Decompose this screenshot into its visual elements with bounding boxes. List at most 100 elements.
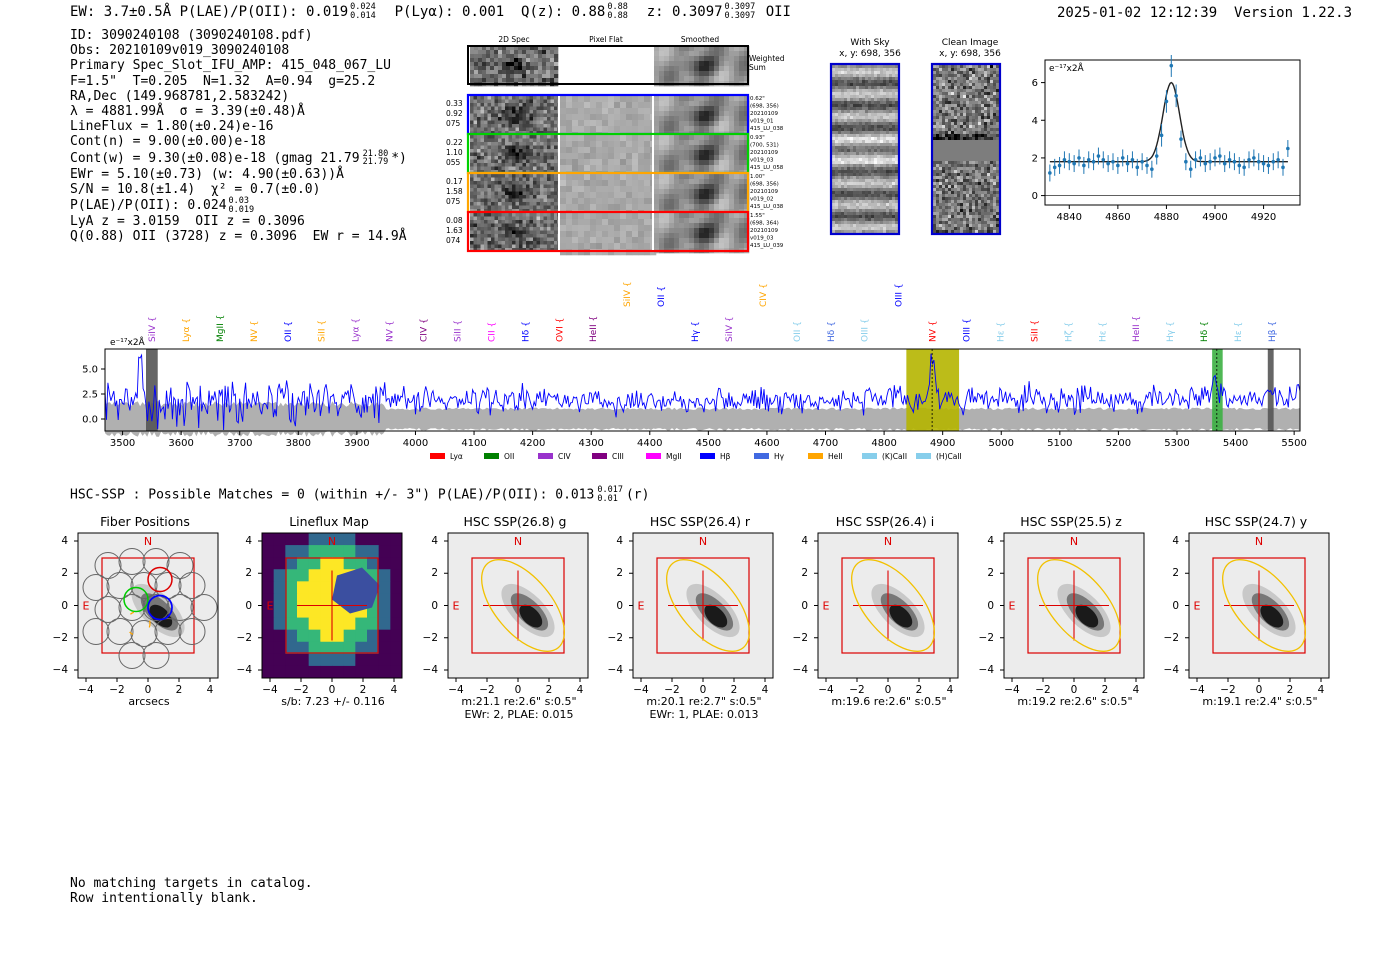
- pixel: [709, 126, 715, 132]
- pixel: [689, 121, 695, 127]
- pixel: [494, 54, 499, 59]
- pixel: [945, 170, 949, 174]
- pixel: [530, 46, 535, 51]
- pixel: [844, 176, 848, 180]
- pixel: [491, 177, 495, 182]
- pixel: [704, 56, 710, 62]
- pixel: [841, 140, 845, 144]
- pixel: [880, 221, 884, 225]
- pixel: [744, 160, 750, 166]
- pixel: [491, 195, 495, 199]
- pixel: [850, 104, 854, 108]
- pixel: [993, 80, 997, 84]
- pixel: [487, 149, 492, 153]
- pixel: [659, 116, 665, 122]
- pixel: [877, 77, 881, 81]
- pixel: [844, 218, 848, 222]
- pixel: [572, 243, 579, 250]
- pixel: [505, 170, 509, 174]
- pixel: [942, 68, 946, 72]
- pixel: [491, 166, 495, 171]
- pixel: [936, 176, 940, 180]
- pixel: [978, 68, 982, 72]
- pixel: [498, 223, 502, 228]
- pixel: [519, 135, 523, 139]
- pixel: [669, 233, 675, 239]
- pixel: [859, 95, 863, 99]
- pixel: [679, 66, 685, 72]
- pixel: [862, 119, 866, 123]
- pixel: [505, 230, 509, 235]
- pixel: [954, 140, 958, 144]
- pixel: [533, 96, 537, 100]
- pixel: [862, 71, 866, 75]
- pixel: [987, 71, 991, 75]
- pixel: [704, 204, 710, 210]
- pixel: [942, 164, 946, 168]
- pixel: [880, 176, 884, 180]
- pixel: [832, 218, 836, 222]
- pixel: [939, 194, 943, 198]
- pixel: [554, 74, 559, 79]
- row-flat: [560, 174, 657, 217]
- pixel: [868, 134, 872, 138]
- pixel: [975, 155, 979, 159]
- pixel: [498, 113, 502, 118]
- pixel: [547, 184, 551, 189]
- pixel: [832, 179, 836, 183]
- pixel: [547, 230, 551, 235]
- pixel: [939, 140, 943, 144]
- pixel: [614, 174, 621, 181]
- pixel: [972, 155, 976, 159]
- pixel: [512, 103, 516, 107]
- pixel: [856, 170, 860, 174]
- pixel: [626, 141, 633, 148]
- pixel: [530, 54, 535, 59]
- pixel: [484, 230, 488, 235]
- pixel: [664, 76, 670, 82]
- pixel: [734, 160, 740, 166]
- pixel: [473, 177, 478, 182]
- pixel: [734, 155, 740, 161]
- pixel: [540, 124, 544, 128]
- pixel: [984, 203, 988, 207]
- pixel: [865, 152, 869, 156]
- pixel: [739, 46, 745, 52]
- pixel: [889, 119, 893, 123]
- pixel: [933, 167, 937, 171]
- pixel: [487, 195, 492, 199]
- pixel: [945, 203, 949, 207]
- pixel: [644, 249, 651, 256]
- pixel: [554, 159, 558, 164]
- pixel: [473, 145, 478, 150]
- pixel: [664, 189, 670, 195]
- pixel: [487, 127, 492, 132]
- pixel: [838, 221, 842, 225]
- pixel: [838, 215, 842, 219]
- pixel: [498, 216, 502, 221]
- pixel: [534, 74, 539, 79]
- pixel: [942, 176, 946, 180]
- pixel: [880, 110, 884, 114]
- pixel: [868, 122, 872, 126]
- pixel: [957, 98, 961, 102]
- pixel: [880, 122, 884, 126]
- pixel: [933, 188, 937, 192]
- pixel: [719, 223, 725, 229]
- pixel: [874, 158, 878, 162]
- pixel: [729, 194, 735, 200]
- pixel: [505, 163, 509, 167]
- pixel: [853, 209, 857, 213]
- pixel: [856, 107, 860, 111]
- pixel: [957, 185, 961, 189]
- pixel: [877, 203, 881, 207]
- pixel: [547, 234, 551, 238]
- pixel: [966, 122, 970, 126]
- pixel: [832, 173, 836, 177]
- pixel: [850, 215, 854, 219]
- pixel: [494, 110, 499, 114]
- pixel: [729, 243, 735, 249]
- pixel: [494, 124, 499, 128]
- pixel: [880, 206, 884, 210]
- pixel: [895, 134, 899, 138]
